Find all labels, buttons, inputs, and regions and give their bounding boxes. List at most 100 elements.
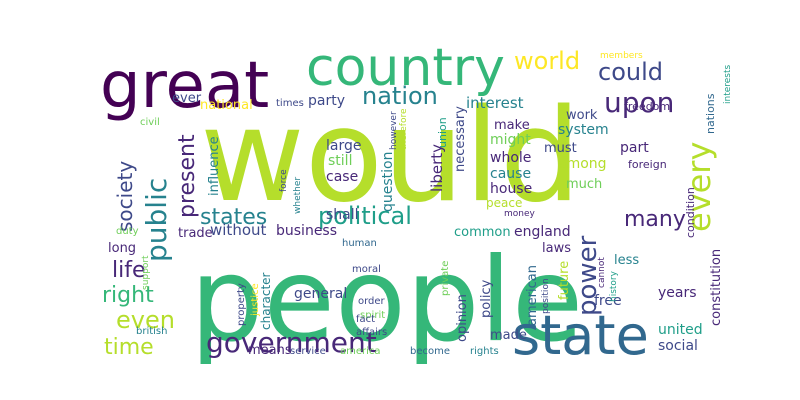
word-therefore: therefore bbox=[399, 108, 409, 150]
word-character: character bbox=[259, 272, 273, 330]
word-united: united bbox=[658, 322, 703, 338]
word-free: free bbox=[594, 293, 622, 309]
word-people: people bbox=[190, 233, 583, 368]
word-america: america bbox=[340, 346, 381, 357]
word-position: position bbox=[541, 278, 551, 314]
word-justice: justice bbox=[250, 283, 261, 317]
word-present: present bbox=[175, 134, 200, 218]
word-members: members bbox=[600, 51, 643, 61]
word-years: years bbox=[658, 285, 697, 301]
word-long: long bbox=[108, 241, 136, 256]
word-right: right bbox=[102, 283, 154, 308]
word-necessary: necessary bbox=[453, 106, 468, 172]
word-british: british bbox=[136, 326, 167, 337]
word-times: times bbox=[276, 98, 304, 109]
word-moral: moral bbox=[352, 264, 381, 275]
word-could: could bbox=[598, 58, 663, 86]
word-national: national bbox=[200, 98, 253, 113]
word-order: order bbox=[358, 296, 386, 307]
word-make: make bbox=[494, 118, 530, 133]
word-nations: nations bbox=[704, 93, 717, 134]
word-nation: nation bbox=[362, 82, 438, 110]
word-even: even bbox=[116, 306, 175, 334]
word-house: house bbox=[490, 181, 532, 197]
word-property: property bbox=[236, 283, 247, 326]
word-trade: trade bbox=[178, 226, 213, 241]
word-influence: influence bbox=[207, 136, 222, 196]
word-part: part bbox=[620, 140, 649, 156]
word-ever: ever bbox=[172, 91, 202, 106]
word-rights: rights bbox=[470, 346, 499, 357]
word-system: system bbox=[558, 122, 609, 138]
word-shall: shall bbox=[326, 207, 359, 223]
word-opinion: opinion bbox=[455, 294, 470, 342]
word-great: great bbox=[100, 49, 269, 123]
word-state: state bbox=[512, 304, 649, 367]
word-society: society bbox=[113, 161, 137, 232]
word-much: much bbox=[566, 177, 602, 192]
word-world: world bbox=[514, 47, 580, 75]
word-private: private bbox=[440, 261, 451, 296]
word-life: life bbox=[112, 258, 146, 283]
word-still: still bbox=[328, 153, 352, 169]
word-liberty: liberty bbox=[428, 144, 446, 192]
word-money: money bbox=[504, 209, 536, 219]
word-condition: condition bbox=[684, 187, 697, 238]
word-affairs: affairs bbox=[356, 327, 387, 338]
word-social: social bbox=[658, 338, 698, 354]
word-constitution: constitution bbox=[709, 249, 724, 326]
word-however: however bbox=[389, 111, 399, 150]
word-common: common bbox=[454, 225, 511, 240]
word-become: become bbox=[410, 346, 450, 357]
word-laws: laws bbox=[542, 241, 571, 256]
word-whole: whole bbox=[490, 150, 531, 166]
word-might: might bbox=[490, 132, 531, 148]
word-duty: duty bbox=[116, 226, 139, 237]
word-whether: whether bbox=[293, 177, 303, 214]
word-country: country bbox=[306, 38, 505, 98]
word-large: large bbox=[326, 138, 361, 154]
word-time: time bbox=[104, 335, 154, 360]
word-future: future bbox=[557, 261, 572, 300]
word-party: party bbox=[308, 93, 345, 109]
word-every: every bbox=[680, 142, 718, 232]
word-without: without bbox=[210, 221, 267, 239]
word-freedom: freedom bbox=[624, 100, 670, 113]
word-service: service bbox=[290, 346, 326, 357]
word-would: would bbox=[200, 82, 581, 231]
word-interest: interest bbox=[466, 94, 524, 112]
word-power: power bbox=[573, 235, 603, 316]
word-political: political bbox=[318, 202, 412, 230]
word-made: made bbox=[490, 328, 527, 343]
word-policy: policy bbox=[479, 279, 494, 318]
word-support: support bbox=[141, 255, 151, 290]
word-government: government bbox=[206, 326, 377, 359]
word-peace: peace bbox=[486, 196, 522, 210]
word-cannot: cannot bbox=[597, 257, 607, 288]
word-general: general bbox=[294, 286, 347, 302]
word-business: business bbox=[276, 223, 337, 239]
word-means: means bbox=[248, 343, 292, 358]
word-force: force bbox=[279, 169, 289, 192]
word-states: states bbox=[200, 205, 267, 230]
word-public: public bbox=[140, 178, 173, 262]
word-fact: fact bbox=[356, 314, 375, 325]
word-among: among bbox=[558, 156, 607, 172]
word-spirit: spirit bbox=[360, 310, 385, 321]
word-union: union bbox=[436, 117, 449, 148]
word-question: question bbox=[380, 152, 396, 212]
word-work: work bbox=[566, 108, 598, 123]
word-history: history bbox=[609, 270, 619, 302]
word-american: american bbox=[525, 265, 540, 326]
word-many: many bbox=[624, 207, 686, 232]
word-england: england bbox=[514, 224, 571, 240]
word-cause: cause bbox=[490, 166, 531, 182]
word-foreign: foreign bbox=[628, 158, 667, 171]
word-human: human bbox=[342, 238, 377, 249]
word-less: less bbox=[614, 253, 639, 268]
word-upon: upon bbox=[604, 86, 674, 119]
word-must: must bbox=[544, 141, 577, 156]
word-interests: interests bbox=[723, 64, 733, 104]
word-civil: civil bbox=[140, 117, 160, 128]
